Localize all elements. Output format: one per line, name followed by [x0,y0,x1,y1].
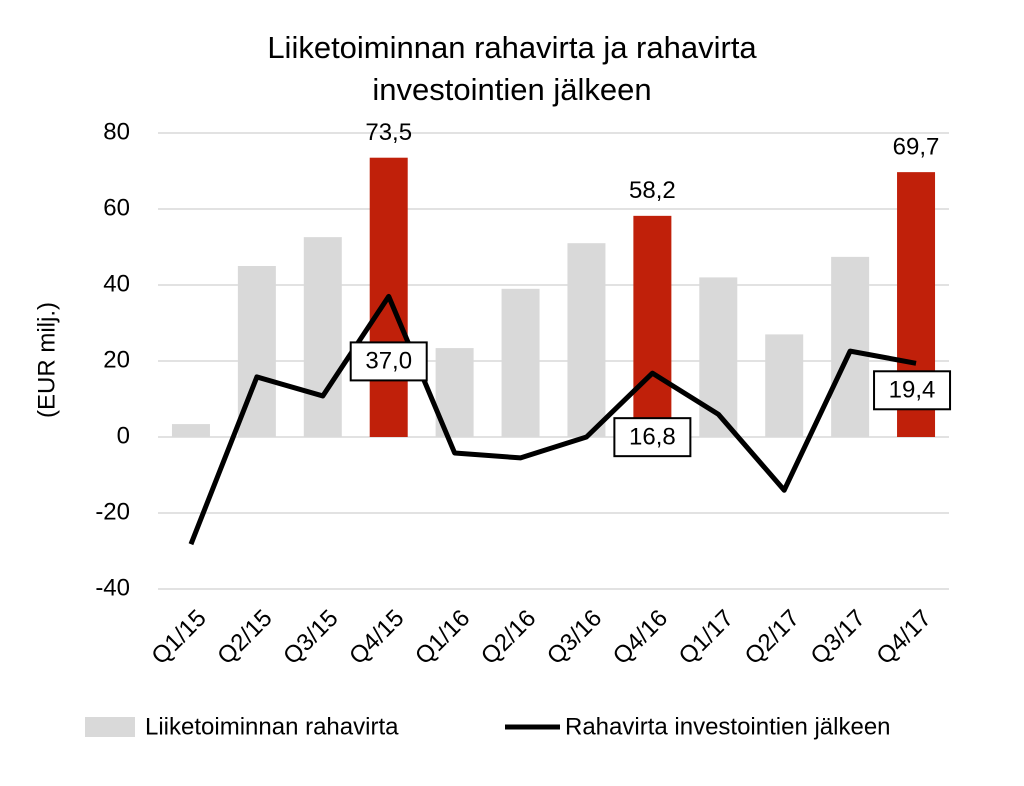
bar [765,334,804,437]
data-label-box [613,417,692,458]
y-axis-label: (EUR milj.) [33,302,60,418]
bar [501,288,540,437]
x-tick-label: Q1/17 [674,605,739,670]
legend-swatch [85,717,135,737]
x-tick-label: Q3/16 [542,605,607,670]
legend-label: Rahavirta investointien jälkeen [565,713,891,740]
data-label: 58,2 [629,177,676,204]
bar [171,424,210,437]
x-tick-label: Q4/17 [871,605,936,670]
y-tick-label: 60 [103,194,130,221]
bar [303,237,342,437]
bar [633,215,672,437]
chart-title: investointien jälkeen [372,72,651,107]
x-tick-label: Q1/15 [146,605,211,670]
y-tick-label: 40 [103,270,130,297]
chart-title: Liiketoiminnan rahavirta ja rahavirta [267,30,757,65]
x-tick-label: Q2/15 [212,605,277,670]
data-label: 19,4 [889,377,936,404]
data-label: 37,0 [365,348,412,375]
legend-label: Liiketoiminnan rahavirta [145,713,399,740]
bar [699,277,738,437]
x-tick-label: Q3/15 [278,605,343,670]
bar [831,256,870,437]
data-label: 73,5 [365,119,412,146]
x-tick-label: Q1/16 [410,605,475,670]
x-tick-label: Q2/17 [740,605,805,670]
data-label-box [873,370,952,411]
y-tick-label: 20 [103,346,130,373]
x-tick-label: Q3/17 [806,605,871,670]
y-tick-label: 0 [117,422,130,449]
data-label-box [349,341,428,382]
x-tick-label: Q4/16 [608,605,673,670]
x-tick-label: Q4/15 [344,605,409,670]
y-tick-label: 80 [103,118,130,145]
y-tick-label: -20 [95,498,130,525]
y-tick-label: -40 [95,574,130,601]
bar [567,243,606,437]
x-tick-label: Q2/16 [476,605,541,670]
line [188,293,917,546]
data-label: 69,7 [893,133,940,160]
data-label: 16,8 [629,424,676,451]
